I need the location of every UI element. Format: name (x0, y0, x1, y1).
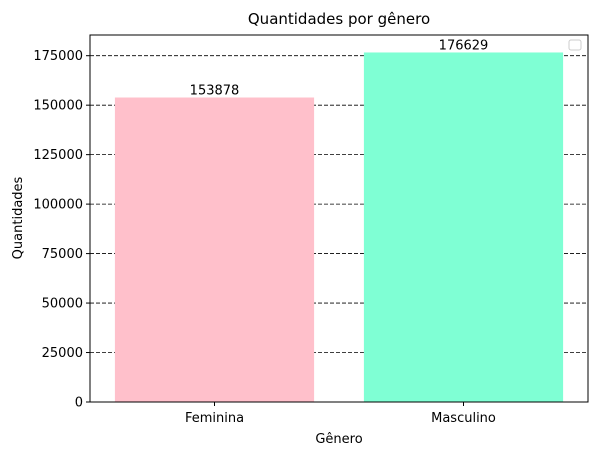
y-tick-label: 125000 (33, 148, 83, 163)
y-tick-label: 175000 (33, 49, 83, 64)
y-tick-label: 0 (75, 396, 83, 411)
y-tick-label: 75000 (42, 247, 83, 262)
y-tick-label: 50000 (42, 297, 83, 312)
data-label: 176629 (439, 38, 489, 53)
x-tick-label: Feminina (185, 411, 244, 426)
x-tick-label: Masculino (431, 411, 496, 426)
x-axis-label: Gênero (315, 432, 362, 447)
chart-title: Quantidades por gênero (248, 10, 430, 28)
y-tick-label: 25000 (42, 346, 83, 361)
data-label: 153878 (190, 83, 240, 98)
y-tick-label: 150000 (33, 99, 83, 114)
bar-masculino (364, 52, 563, 402)
bar-feminina (115, 97, 314, 402)
y-axis-label: Quantidades (11, 176, 26, 259)
legend-box (569, 40, 581, 50)
y-tick-label: 100000 (33, 198, 83, 213)
